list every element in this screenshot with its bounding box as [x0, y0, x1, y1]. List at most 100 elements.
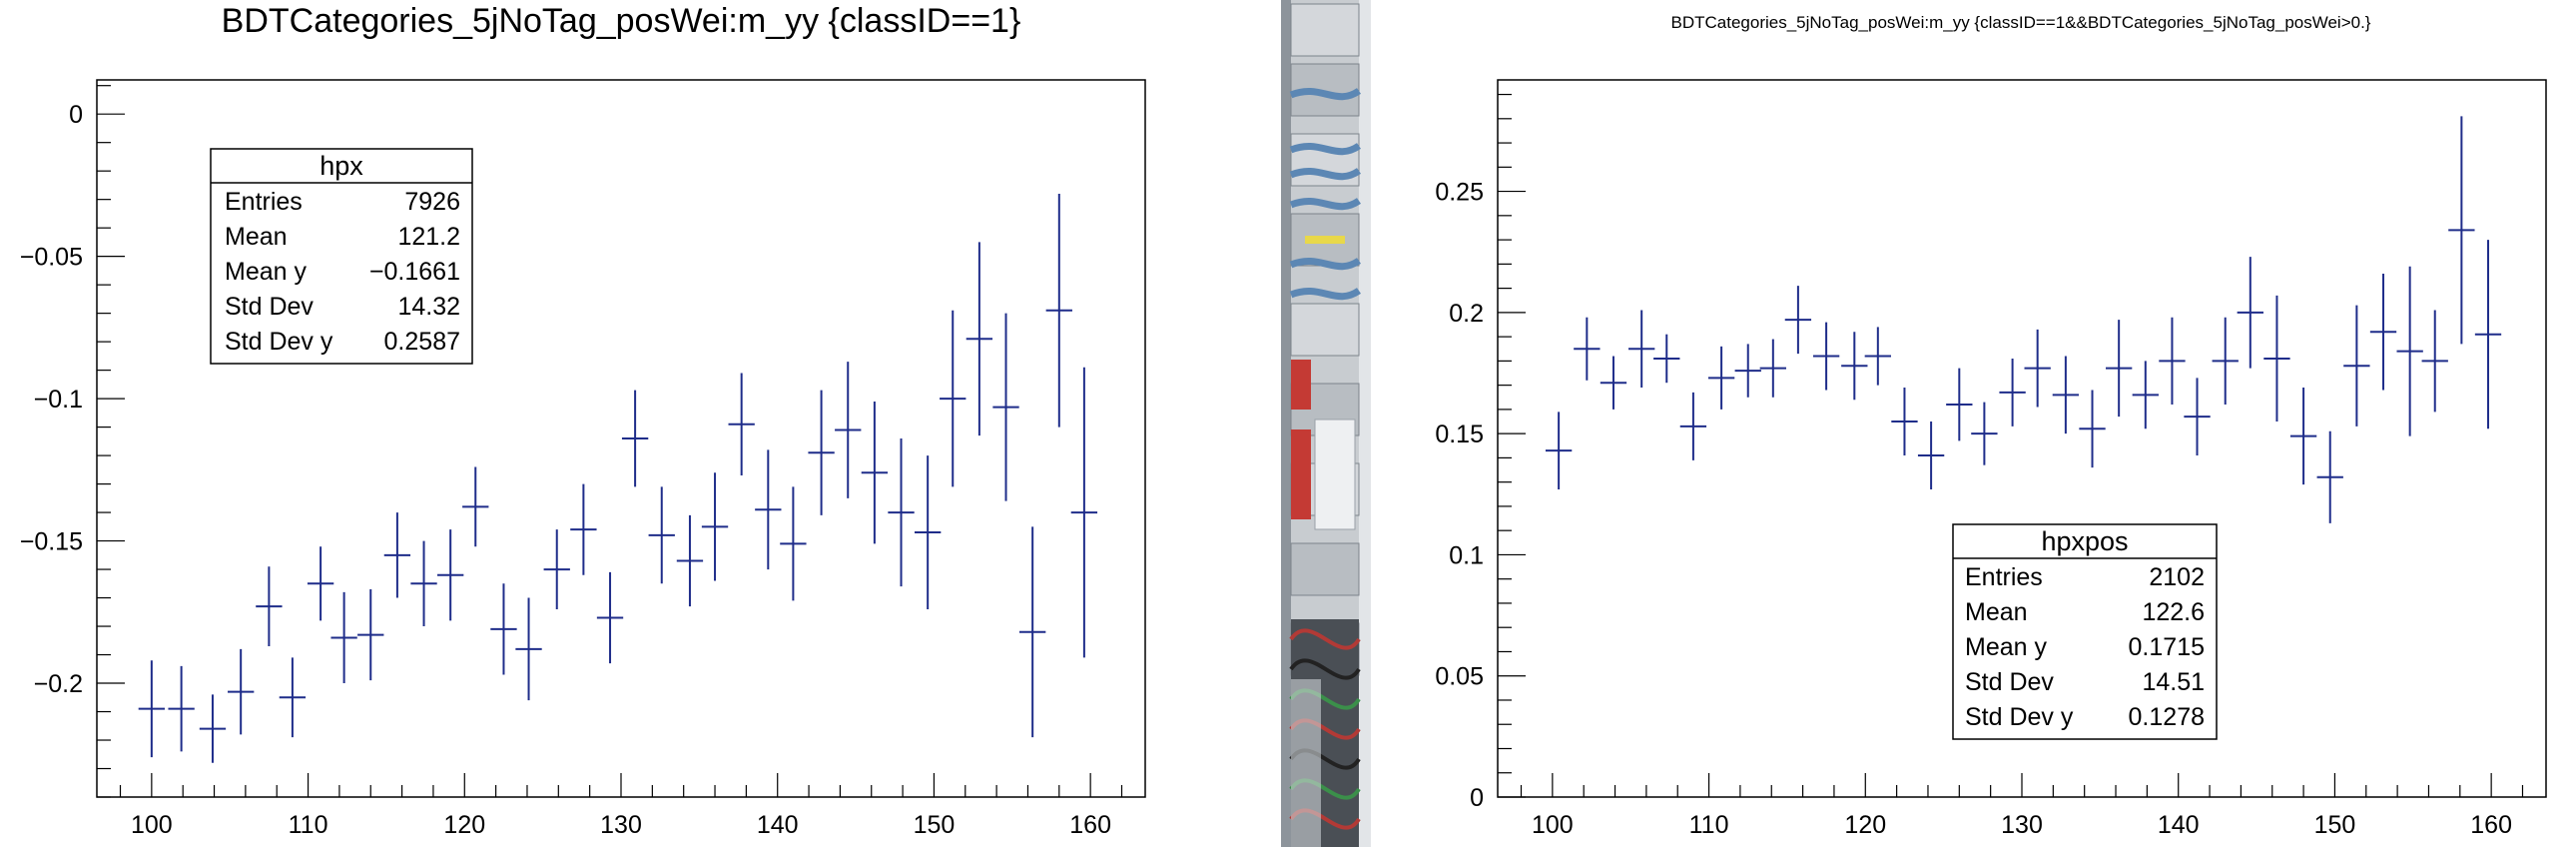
data-point	[2316, 430, 2343, 523]
data-point	[2159, 317, 2186, 406]
data-point	[1891, 388, 1918, 455]
x-tick-label: 130	[2001, 811, 2043, 839]
data-point	[1070, 367, 1098, 658]
chart-panel-1: BDTCategories_5jNoTag_posWei:m_yy {class…	[20, 2, 1146, 839]
x-tick-label: 110	[1689, 811, 1729, 839]
data-series	[1545, 116, 2502, 523]
data-point	[888, 438, 915, 587]
data-point	[2052, 356, 2080, 434]
stats-box-border	[1952, 523, 2218, 740]
y-tick-label: 0.2	[1449, 300, 1484, 328]
server-rack-photo	[1281, 0, 1371, 847]
stats-value: 2102	[2149, 563, 2205, 591]
stats-label: Mean y	[225, 258, 307, 286]
y-tick-label: −0.2	[34, 670, 83, 698]
x-tick-label: 140	[757, 811, 799, 839]
data-point	[992, 313, 1019, 501]
data-point	[2396, 266, 2423, 436]
data-point	[2474, 240, 2502, 429]
rack-panel	[1290, 3, 1360, 57]
data-point	[808, 390, 835, 515]
data-point	[1734, 344, 1761, 398]
rack-panel	[1290, 303, 1360, 357]
chart-title: BDTCategories_5jNoTag_posWei:m_yy {class…	[1671, 13, 2371, 32]
data-point	[2184, 378, 2211, 455]
data-point	[1653, 334, 1680, 384]
data-point	[228, 648, 255, 735]
stats-label: Mean y	[1965, 633, 2047, 661]
stats-box-title: hpx	[320, 151, 363, 181]
data-point	[1600, 356, 1627, 410]
cable-blue	[1289, 257, 1361, 271]
y-tick-label: 0	[1470, 784, 1484, 812]
x-tick-label: 100	[131, 811, 173, 839]
data-point	[2289, 388, 2317, 485]
cable-blue	[1289, 287, 1361, 301]
x-tick-label: 150	[914, 811, 956, 839]
data-point	[966, 242, 993, 436]
data-point	[1946, 368, 1973, 441]
x-tick-label: 120	[1844, 811, 1886, 839]
stats-box-border	[210, 148, 473, 365]
data-point	[1812, 322, 1840, 391]
stats-label: Std Dev y	[225, 328, 333, 356]
data-point	[199, 694, 227, 763]
stats-value: 0.1278	[2129, 703, 2205, 731]
data-point	[1917, 422, 1945, 489]
x-tick-label: 140	[2158, 811, 2200, 839]
red-module	[1291, 469, 1311, 519]
y-tick-label: −0.05	[20, 244, 83, 272]
red-module	[1291, 429, 1311, 479]
data-point	[2132, 361, 2159, 429]
data-point	[256, 566, 283, 646]
stats-value: 122.6	[2142, 598, 2205, 626]
stats-value: 14.51	[2142, 668, 2205, 696]
data-point	[2448, 116, 2475, 345]
chart-panel-2: BDTCategories_5jNoTag_posWei:m_yy {class…	[1435, 13, 2547, 839]
data-point	[330, 591, 357, 684]
data-point	[728, 373, 755, 476]
stats-value: 7926	[404, 188, 460, 216]
cable-blue	[1289, 197, 1361, 211]
data-point	[1628, 310, 1655, 389]
data-point	[168, 665, 195, 752]
y-tick-label: 0.25	[1435, 179, 1484, 207]
data-point	[1759, 339, 1786, 398]
data-point	[1971, 402, 1998, 465]
data-point	[2024, 329, 2051, 408]
y-tick-label: 0.15	[1435, 421, 1484, 448]
data-point	[138, 660, 166, 758]
y-tick-label: 0.1	[1449, 541, 1484, 569]
red-module	[1291, 360, 1311, 410]
y-tick-label: −0.15	[20, 528, 83, 556]
data-point	[2421, 310, 2448, 413]
photo-right-edge	[1359, 0, 1371, 847]
data-point	[462, 466, 489, 547]
photo-left-edge	[1281, 0, 1291, 847]
x-tick-label: 150	[2314, 811, 2356, 839]
rack-label	[1305, 236, 1345, 244]
x-tick-label: 100	[1532, 811, 1574, 839]
data-point	[570, 483, 597, 575]
y-tick-label: −0.1	[34, 386, 83, 414]
y-tick-label: 0	[69, 101, 83, 129]
data-point	[383, 512, 411, 598]
data-point	[755, 449, 782, 570]
cable-wire	[1289, 628, 1361, 650]
data-point	[2212, 317, 2239, 406]
data-point	[940, 310, 966, 487]
stats-box: hpxpos Entries 2102 Mean 122.6 Mean y 0.1715 St…	[1952, 523, 2218, 740]
data-point	[835, 362, 862, 498]
data-point	[915, 455, 942, 609]
stats-value: 0.1715	[2129, 633, 2205, 661]
data-point	[2343, 305, 2370, 426]
stats-label: Std Dev	[1965, 668, 2054, 696]
data-point	[1019, 526, 1046, 738]
data-point	[596, 571, 624, 664]
data-point	[437, 529, 464, 621]
stats-value: 121.2	[397, 223, 460, 251]
data-point	[1999, 358, 2026, 426]
cable-blue	[1289, 142, 1361, 156]
